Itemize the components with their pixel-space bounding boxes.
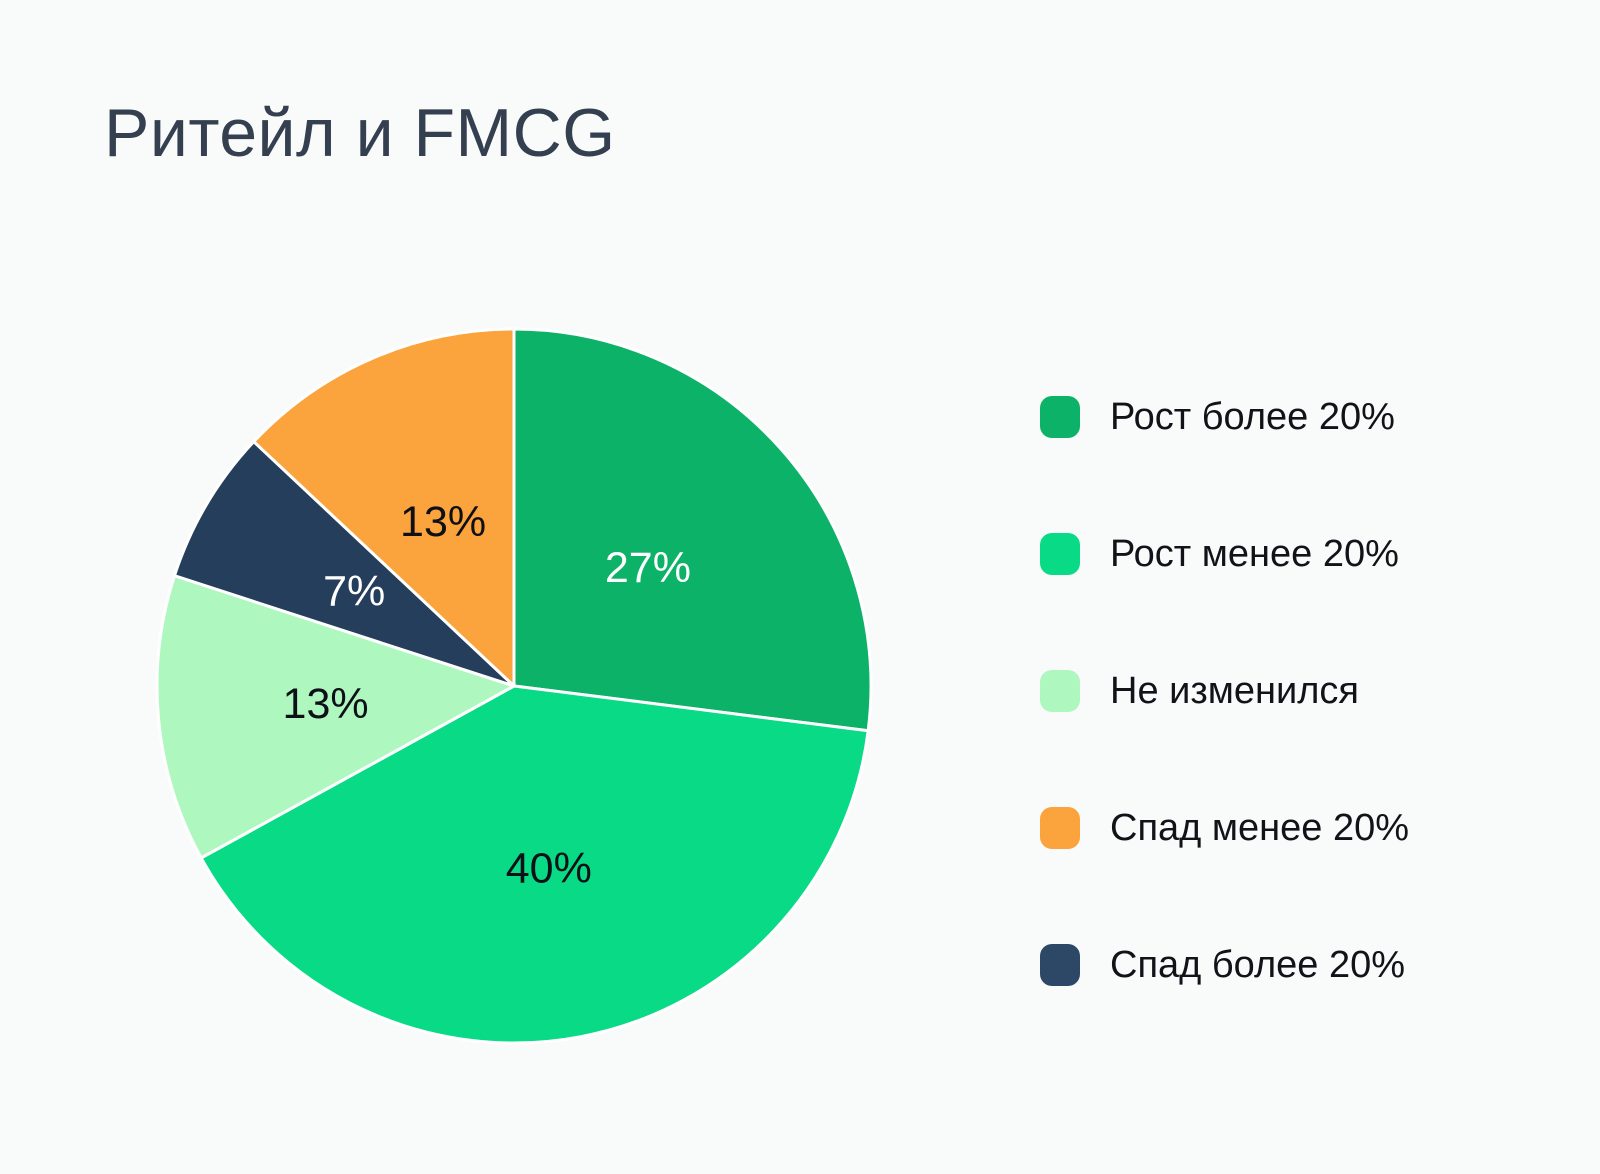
pie-slice-label-0: 27% — [605, 544, 691, 592]
legend-swatch-icon — [1040, 533, 1080, 575]
legend-item-3: Спад менее 20% — [1040, 807, 1409, 849]
pie-slice-label-2: 13% — [283, 680, 369, 728]
legend-item-label: Рост более 20% — [1110, 395, 1395, 438]
pie-slice-label-3: 7% — [323, 568, 385, 616]
legend-item-4: Спад более 20% — [1040, 944, 1405, 986]
legend-item-0: Рост более 20% — [1040, 396, 1395, 438]
legend-swatch-icon — [1040, 807, 1080, 849]
legend-swatch-icon — [1040, 396, 1080, 438]
pie-slice-label-4: 13% — [400, 498, 486, 546]
legend-swatch-icon — [1040, 670, 1080, 712]
pie-slice-0 — [512, 327, 873, 733]
pie-chart-svg: 27% 40% 13% 7% 13% — [155, 327, 873, 1045]
legend-item-1: Рост менее 20% — [1040, 533, 1399, 575]
pie-slice-4 — [252, 327, 516, 688]
legend-item-label: Спад более 20% — [1110, 943, 1406, 986]
pie-chart: 27% 40% 13% 7% 13% — [154, 326, 874, 1046]
legend-item-label: Рост менее 20% — [1110, 532, 1399, 575]
page-title: Ритейл и FMCG — [104, 95, 616, 171]
pie-slice-label-1: 40% — [506, 844, 592, 892]
legend-item-2: Не изменился — [1040, 670, 1359, 712]
pie-slice-2 — [155, 574, 516, 860]
legend-item-label: Спад менее 20% — [1110, 806, 1410, 849]
legend-item-label: Не изменился — [1110, 669, 1360, 712]
legend-swatch-icon — [1040, 944, 1080, 986]
pie-slice-3 — [172, 440, 516, 688]
pie-slice-1 — [199, 684, 870, 1045]
